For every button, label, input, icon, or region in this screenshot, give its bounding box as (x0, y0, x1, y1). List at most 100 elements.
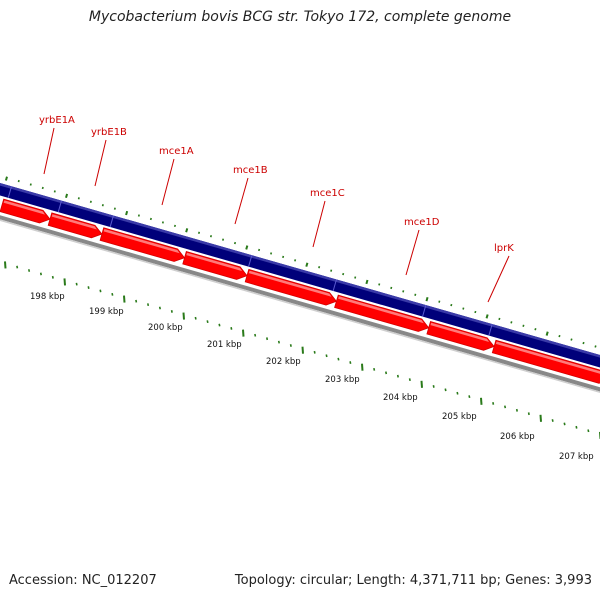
gene-arrows (0, 198, 600, 384)
outer-tick (17, 179, 20, 183)
outer-tick (282, 255, 285, 259)
scale-label-205: 205 kbp (442, 412, 477, 422)
scale-tick (587, 429, 590, 433)
outer-tick (77, 197, 80, 200)
gene-arrow-highlight-6 (338, 296, 424, 324)
forward-strand-track (0, 183, 600, 368)
outer-tick (582, 341, 585, 345)
scale-tick (206, 320, 209, 324)
topology-text: Topology: circular; Length: 4,371,711 bp… (234, 573, 592, 588)
scale-label-206: 206 kbp (500, 432, 535, 442)
outer-tick (137, 214, 140, 217)
gene-label-mce1C: mce1C (310, 188, 345, 199)
scale-label-group: 198 kbp 199 kbp 200 kbp 201 kbp 202 kbp … (30, 292, 594, 462)
gene-label-lprK: lprK (494, 243, 514, 254)
scale-tick (492, 402, 495, 405)
scale-tick (266, 337, 269, 341)
track-divider-5 (422, 304, 427, 317)
scale-tick (99, 289, 102, 293)
scale-tick (158, 306, 161, 310)
outer-tick (113, 207, 116, 210)
scale-tick (456, 391, 459, 395)
scale-tick (551, 419, 554, 422)
outer-tick (545, 331, 549, 336)
label-leader-4 (312, 200, 326, 248)
forward-track-highlight (0, 183, 600, 358)
scale-tick (182, 312, 185, 320)
scale-tick (539, 414, 542, 422)
outer-tick (101, 204, 104, 207)
outer-tick (390, 286, 393, 290)
scale-tick (254, 333, 257, 337)
scale-tick (39, 272, 42, 276)
outer-tick (330, 269, 333, 272)
outer-tick (270, 252, 273, 255)
scale-tick (349, 361, 352, 364)
scale-label-203: 203 kbp (325, 375, 360, 385)
gene-label-lines (43, 127, 510, 303)
outer-tick (462, 307, 465, 310)
outer-tick (209, 235, 213, 238)
scale-tick (51, 275, 54, 279)
outer-tick (594, 345, 597, 348)
scale-label-202: 202 kbp (266, 357, 301, 367)
scale-label-201: 201 kbp (207, 340, 242, 350)
scale-tick (242, 329, 245, 337)
gene-arrow-highlight-7 (430, 322, 490, 342)
outer-tick (498, 317, 501, 321)
scale-tick (575, 425, 578, 429)
scale-tick (444, 388, 447, 392)
outer-tick (534, 328, 537, 331)
outer-tick (365, 279, 369, 285)
label-leader-0 (43, 127, 55, 175)
outer-tick (221, 238, 225, 241)
label-leader-6 (487, 255, 510, 303)
scale-tick (527, 412, 530, 416)
outer-tick (29, 183, 32, 186)
track-divider-0 (7, 186, 13, 198)
gene-arrow-highlight-4 (186, 252, 243, 272)
outer-tick (354, 276, 357, 279)
outer-tick (258, 248, 261, 252)
outer-tick (4, 176, 8, 181)
outer-tick (522, 324, 525, 327)
backbone-shadow (0, 219, 600, 394)
backbone-line (0, 215, 600, 392)
gene-label-mce1A: mce1A (159, 146, 194, 157)
outer-tick (510, 321, 513, 324)
gene-arrow-8 (491, 339, 600, 384)
scale-tick (230, 327, 233, 330)
scale-tick (75, 282, 78, 286)
scale-tick (337, 357, 340, 361)
scale-tick (194, 316, 197, 320)
scale-tick (170, 310, 173, 313)
track-divider-3 (248, 255, 253, 267)
track-divider-2 (109, 215, 114, 228)
scale-tick (563, 422, 566, 426)
gene-arrow-highlight-8 (495, 341, 600, 374)
gene-label-yrbE1B: yrbE1B (91, 127, 127, 138)
outer-tick (438, 300, 441, 303)
label-leader-3 (234, 177, 249, 225)
scale-tick (147, 303, 150, 307)
outer-tick (125, 210, 129, 216)
track-divider-1 (57, 200, 63, 213)
outer-tick (570, 338, 573, 341)
outer-tick-marks (4, 176, 597, 348)
outer-tick (245, 245, 249, 250)
outer-tick (41, 186, 44, 190)
gene-label-mce1B: mce1B (233, 165, 268, 176)
accession-text: Accession: NC_012207 (9, 573, 157, 588)
scale-tick (325, 354, 328, 358)
map-title: Mycobacterium bovis BCG str. Tokyo 172, … (88, 9, 512, 25)
scale-tick (16, 265, 19, 269)
gene-arrow-highlight-5 (248, 270, 332, 297)
outer-tick (425, 296, 429, 302)
outer-tick (342, 272, 345, 276)
outer-tick (305, 262, 309, 267)
outer-tick (474, 310, 477, 314)
scale-tick (504, 405, 507, 409)
outer-tick (450, 303, 453, 307)
